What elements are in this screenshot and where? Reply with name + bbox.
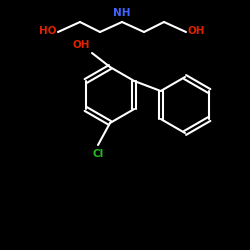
Text: NH: NH xyxy=(113,8,131,18)
Text: HO: HO xyxy=(38,26,56,36)
Text: OH: OH xyxy=(188,26,206,36)
Text: OH: OH xyxy=(72,40,90,50)
Text: Cl: Cl xyxy=(92,149,104,159)
